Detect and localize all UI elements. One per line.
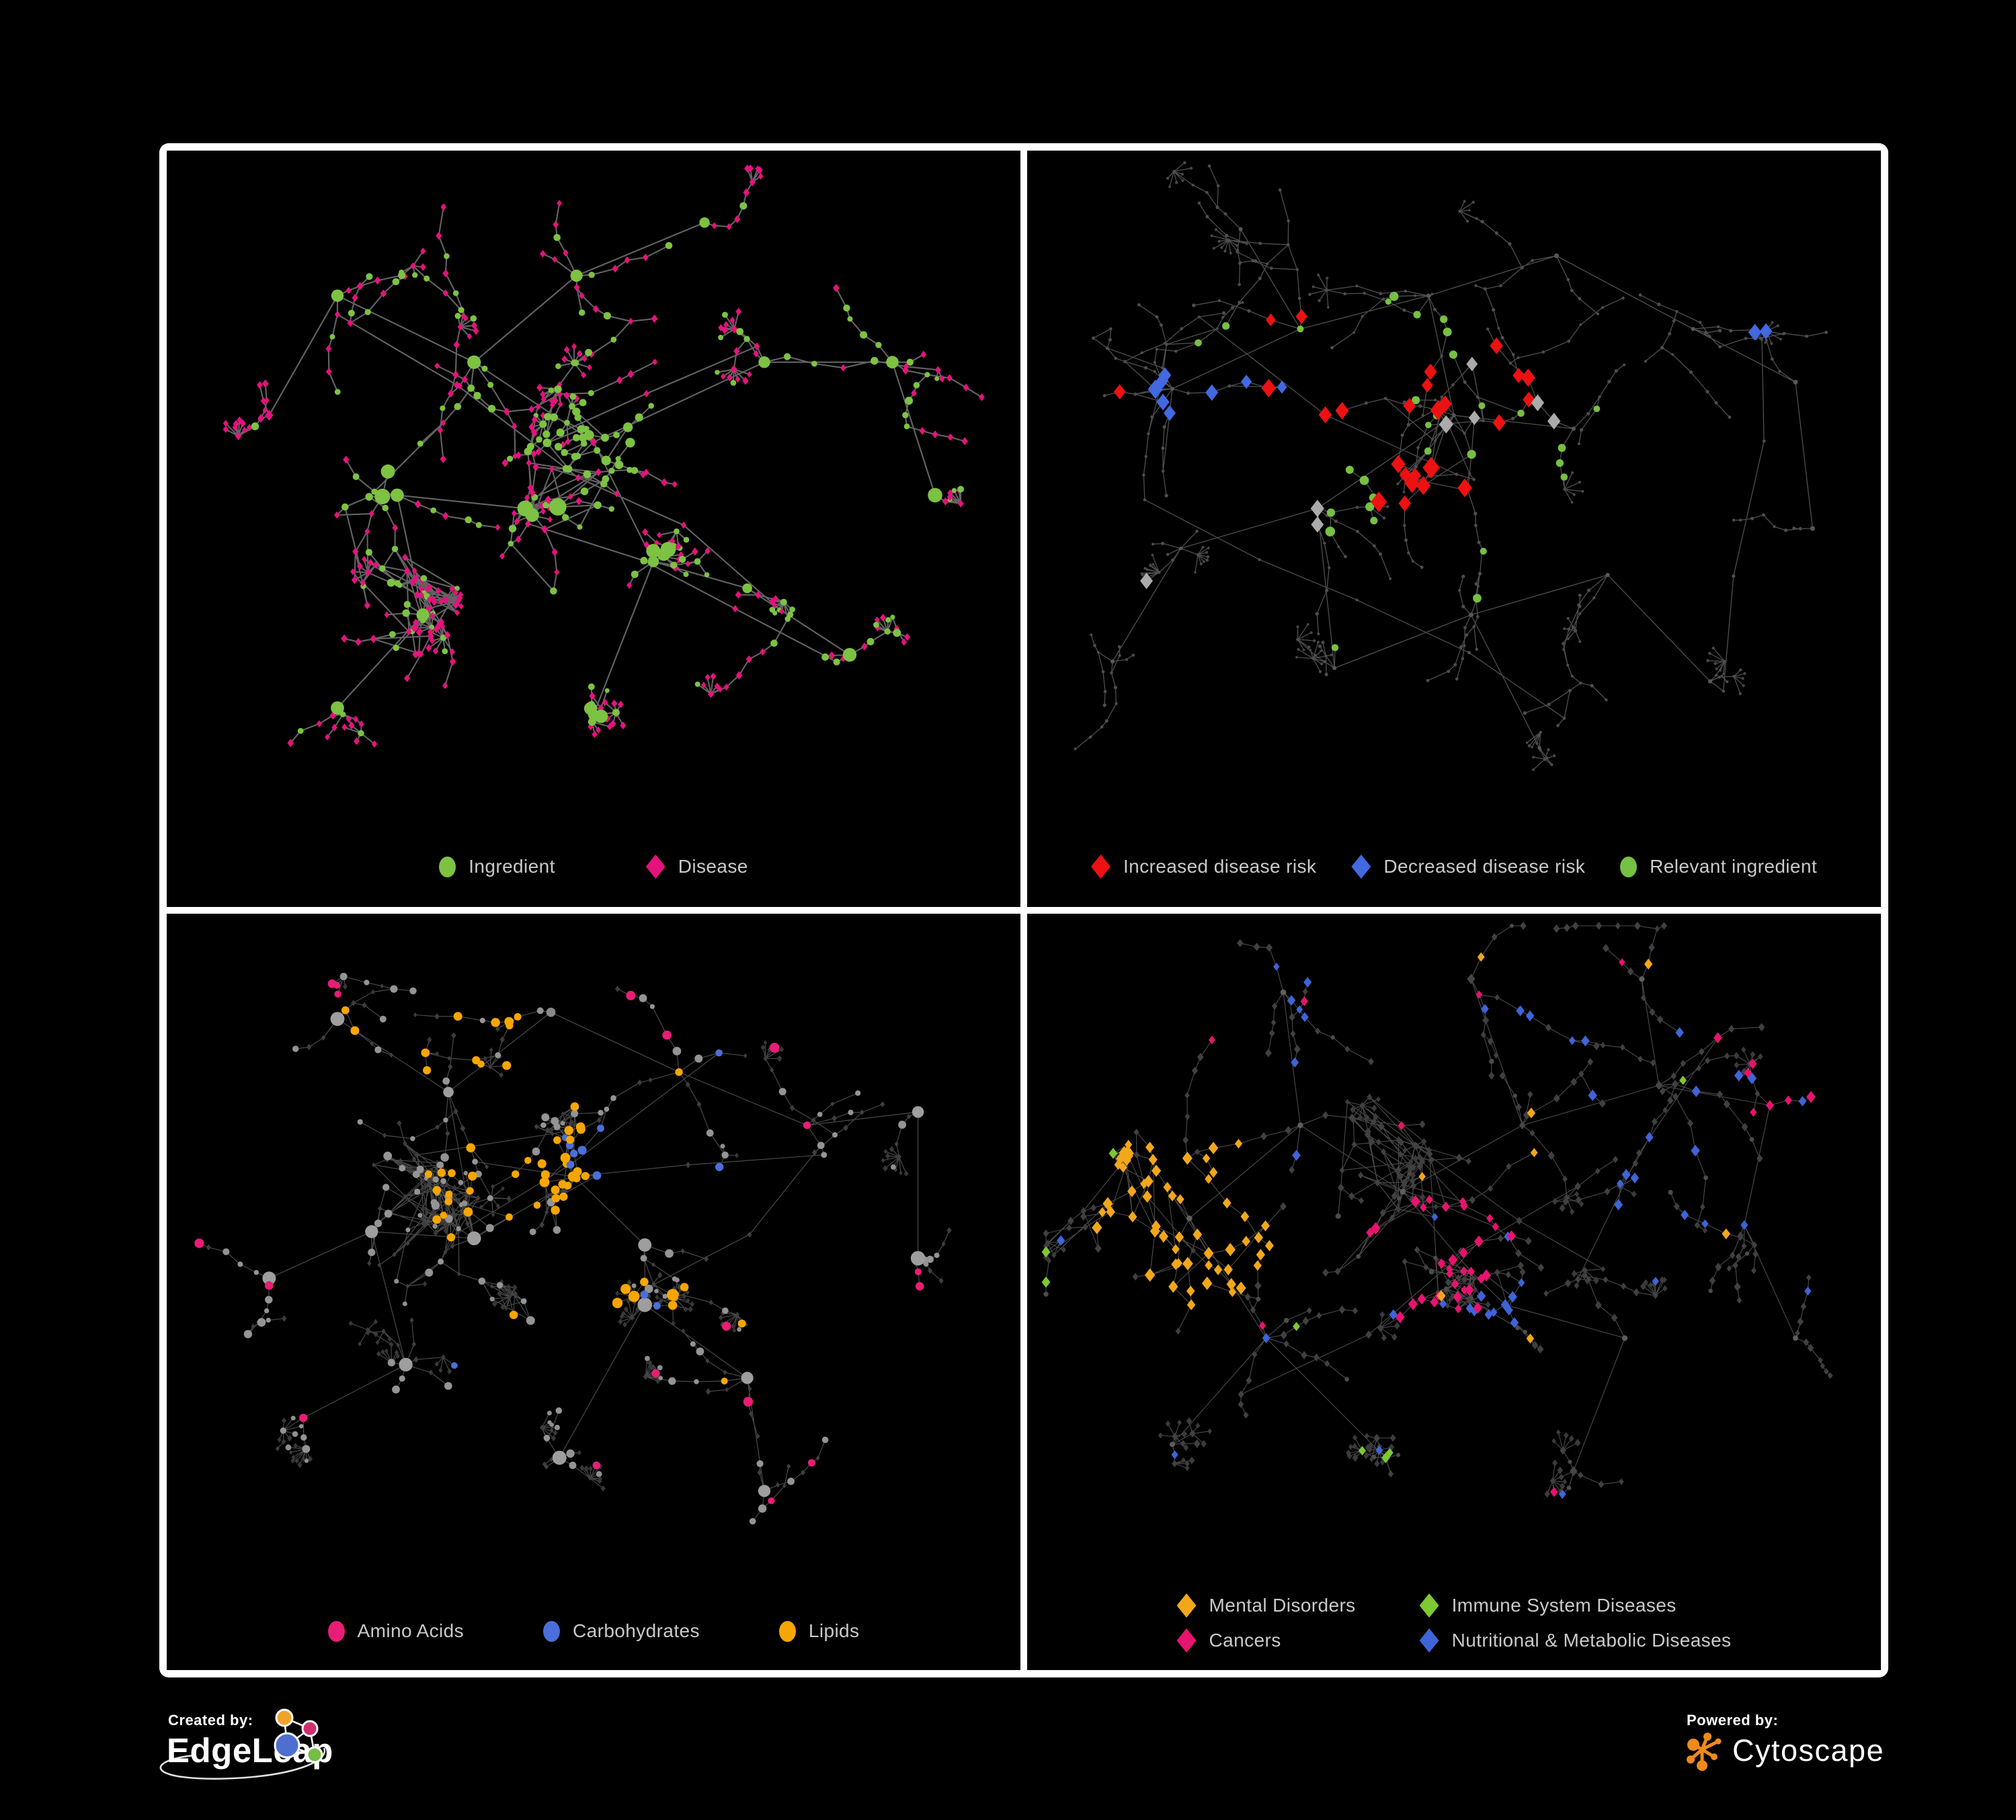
legend-item: Carbohydrates [543,1620,700,1642]
edgeleap-logo-icon [274,1708,323,1764]
network-graph-disease-risk [1074,161,1828,771]
edgeleap-swoosh [159,1747,326,1780]
network-graph-ingredient-disease [223,164,985,748]
ingredient-swatch-icon [439,856,456,877]
cytoscape-logo-icon [1687,1733,1722,1771]
legend-disease-risk: Increased disease risk Decreased disease… [1027,855,1881,879]
network-graph-disease-classes [1041,921,1833,1499]
legend-label: Mental Disorders [1209,1595,1356,1616]
edgeleap-logo-text: EdgeLeap [167,1731,333,1770]
legend-item: Cancers [1176,1628,1356,1653]
panel-macronutrients: Amino Acids Carbohydrates Lipids [167,914,1020,1670]
legend-item: Decreased disease risk [1351,855,1585,879]
powered-by-label: Powered by: [1687,1712,1779,1729]
mental-disorders-swatch-icon [1176,1593,1197,1618]
legend-item: Ingredient [439,856,555,877]
legend-label: Lipids [808,1620,860,1641]
disease-swatch-icon [645,855,666,879]
panel-disease-classes: Mental Disorders Immune System Diseases … [1027,914,1881,1670]
cancers-swatch-icon [1176,1628,1197,1653]
nutritional-diseases-swatch-icon [1419,1628,1439,1653]
network-graph-macronutrients [194,972,952,1525]
relevant-ingredient-swatch-icon [1620,856,1638,877]
legend-macronutrients: Amino Acids Carbohydrates Lipids [167,1620,1020,1642]
legend-label: Amino Acids [357,1620,465,1641]
cytoscape-branding: Powered by: Cytoscape [1684,1706,1953,1794]
legend-label: Nutritional & Metabolic Diseases [1451,1630,1732,1651]
edgeleap-branding: Created by: EdgeLeap [159,1706,390,1814]
created-by-label: Created by: [168,1712,253,1729]
legend-label: Immune System Diseases [1451,1595,1677,1616]
legend-item: Relevant ingredient [1620,856,1817,877]
immune-diseases-swatch-icon [1419,1593,1439,1618]
increased-risk-swatch-icon [1090,855,1111,879]
legend-item: Increased disease risk [1090,855,1317,879]
legend-label: Ingredient [469,856,555,877]
legend-item: Mental Disorders [1176,1593,1356,1618]
lipids-swatch-icon [778,1620,796,1642]
legend-label: Carbohydrates [573,1620,700,1641]
legend-item: Lipids [778,1620,860,1642]
legend-label: Cancers [1209,1630,1281,1651]
cytoscape-logo-text: Cytoscape [1732,1733,1885,1768]
legend-label: Disease [678,856,748,877]
panel-disease-risk: Increased disease risk Decreased disease… [1027,151,1881,907]
legend-item: Amino Acids [327,1620,465,1642]
decreased-risk-swatch-icon [1351,855,1371,879]
panel-ingredient-disease: Ingredient Disease [167,151,1020,907]
amino-acids-swatch-icon [327,1620,345,1642]
legend-label: Relevant ingredient [1650,856,1818,877]
legend-item: Nutritional & Metabolic Diseases [1419,1628,1732,1653]
figure-grid: Ingredient Disease Increased disease ris… [159,143,1888,1677]
legend-item: Disease [645,855,748,879]
legend-item: Immune System Diseases [1419,1593,1732,1618]
legend-label: Increased disease risk [1123,856,1317,877]
legend-ingredient-disease: Ingredient Disease [167,855,1020,879]
legend-label: Decreased disease risk [1383,856,1586,877]
legend-disease-classes: Mental Disorders Immune System Diseases … [1027,1593,1881,1653]
carbohydrates-swatch-icon [543,1620,561,1642]
